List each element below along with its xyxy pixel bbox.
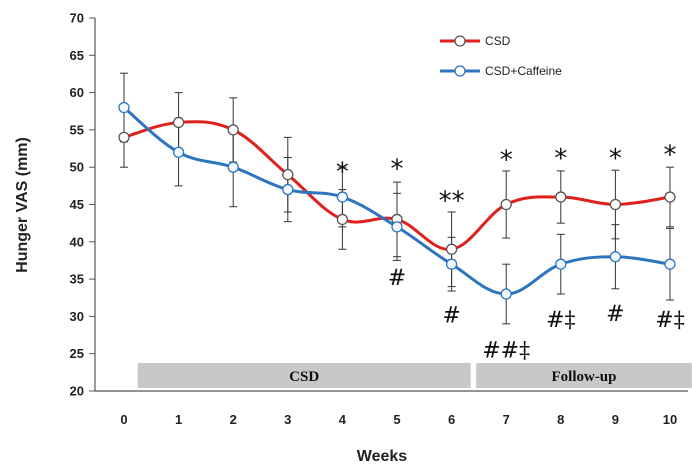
y-tick-label: 30 (70, 309, 84, 324)
data-point-0 (172, 116, 185, 129)
data-point-1 (172, 146, 185, 158)
legend-label-0: CSD (485, 34, 511, 48)
y-tick-label: 45 (70, 197, 84, 212)
x-tick-label: 6 (448, 412, 455, 427)
data-point-1 (336, 191, 349, 203)
phase-label-1: Follow-up (551, 369, 616, 385)
data-point-0 (227, 124, 239, 136)
y-tick-label: 65 (70, 48, 84, 63)
phase-bar-1 (476, 363, 692, 388)
significance-label: ** (439, 187, 465, 217)
x-tick-label: 4 (339, 412, 347, 427)
significance-label: # (442, 303, 460, 328)
legend-marker-0 (454, 35, 466, 47)
x-tick-label: 1 (175, 412, 182, 427)
significance-label: * (500, 146, 513, 176)
data-point-0 (500, 198, 512, 211)
series-points (118, 101, 676, 300)
y-tick-label: 70 (70, 11, 84, 26)
significance-label: ##‡ (482, 338, 530, 363)
data-point-1 (664, 258, 676, 270)
data-point-1 (118, 101, 130, 114)
data-point-1 (445, 258, 458, 270)
x-tick-label: 7 (503, 412, 510, 427)
legend-marker-1 (454, 65, 466, 77)
data-point-0 (336, 213, 349, 226)
data-point-0 (282, 169, 294, 181)
data-point-0 (118, 131, 130, 144)
significance-label: * (391, 155, 404, 185)
data-point-1 (500, 288, 512, 300)
data-point-1 (227, 161, 239, 173)
data-point-1 (555, 258, 567, 270)
data-point-0 (445, 243, 458, 255)
y-tick-label: 35 (70, 272, 84, 287)
legend: CSD CSD+Caffeine (440, 34, 562, 78)
y-ticks: 20 25 30 35 40 45 50 55 60 65 70 (70, 11, 95, 399)
data-point-0 (555, 191, 567, 203)
x-tick-label: 2 (230, 412, 237, 427)
significance-annotations: * **** * * *####‡#‡ # #‡ (336, 140, 685, 363)
x-tick-label: 5 (393, 412, 400, 427)
significance-label: #‡ (655, 308, 684, 333)
significance-label: # (606, 302, 624, 327)
phase-bars: CSD Follow-up (137, 363, 692, 388)
x-tick-label: 10 (663, 412, 677, 427)
significance-label: # (388, 266, 406, 291)
x-tick-label: 3 (284, 412, 291, 427)
x-ticks: 0 1 2 3 4 5 6 7 8 9 10 (120, 412, 677, 427)
axes (94, 18, 688, 392)
y-tick-label: 20 (70, 384, 84, 399)
significance-label: * (664, 140, 677, 170)
legend-label-1: CSD+Caffeine (485, 64, 562, 78)
significance-label: * (609, 144, 622, 174)
data-point-1 (282, 183, 294, 196)
data-point-0 (664, 191, 676, 203)
phase-bar-0 (137, 363, 471, 388)
x-tick-label: 0 (120, 412, 127, 427)
phase-label-0: CSD (289, 369, 319, 385)
x-tick-label: 9 (612, 412, 619, 427)
x-axis-title: Weeks (357, 448, 408, 465)
data-point-1 (391, 221, 403, 233)
y-tick-label: 50 (70, 160, 84, 175)
data-point-1 (609, 251, 622, 263)
x-tick-label: 8 (557, 412, 564, 427)
y-tick-label: 60 (70, 85, 84, 100)
y-tick-label: 25 (70, 346, 84, 361)
data-point-0 (609, 198, 622, 211)
significance-label: #‡ (546, 308, 575, 333)
y-axis-title: Hunger VAS (mm) (14, 137, 31, 273)
significance-label: * (336, 158, 349, 188)
significance-label: * (554, 144, 567, 174)
y-tick-label: 55 (70, 122, 84, 137)
y-tick-label: 40 (70, 234, 84, 249)
